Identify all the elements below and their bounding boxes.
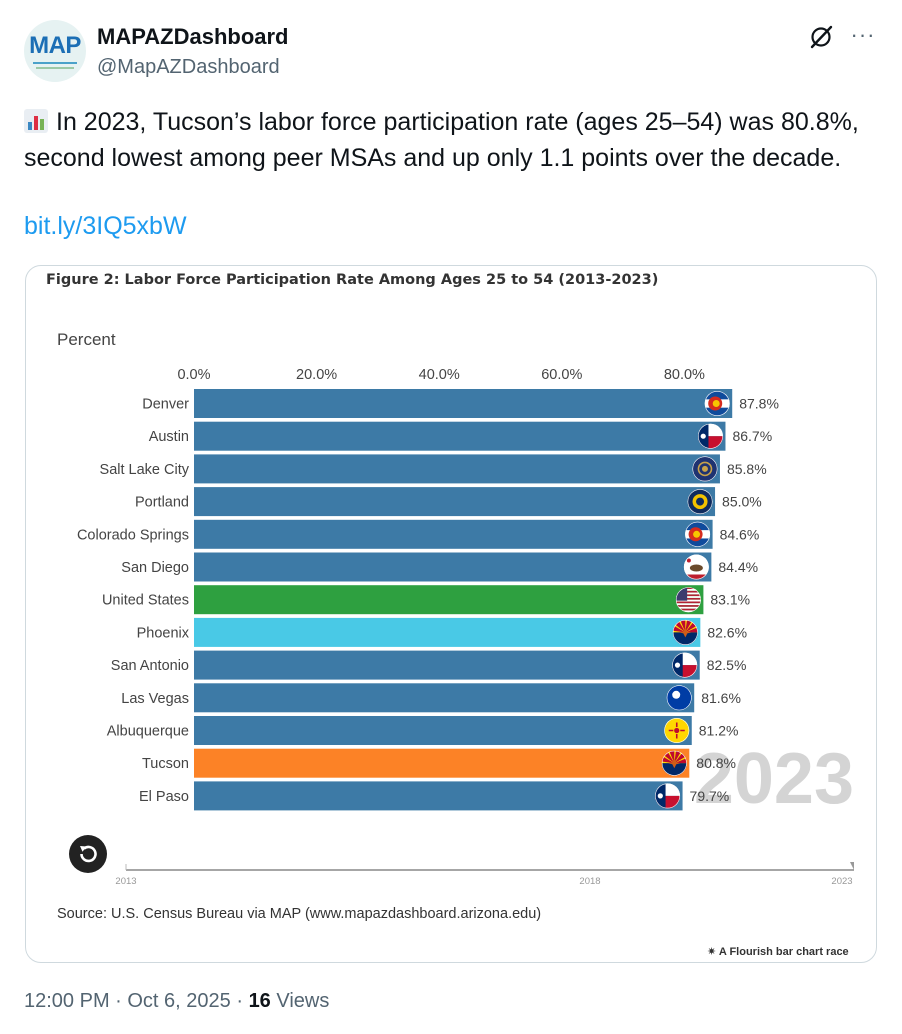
data-label: 84.6%: [720, 526, 760, 542]
y-axis-label: Percent: [57, 330, 116, 349]
data-label: 84.4%: [718, 559, 758, 575]
data-label: 79.7%: [690, 788, 730, 804]
bar: [194, 617, 701, 647]
category-label: Tucson: [142, 756, 189, 772]
x-tick-label: 60.0%: [541, 367, 582, 383]
flag-arizona: [672, 619, 698, 645]
tweet-header: MAP MAPAZDashboard @MapAZDashboard ···: [24, 18, 878, 88]
replay-button[interactable]: [69, 835, 107, 873]
replay-icon: [80, 845, 97, 863]
chart-title: Figure 2: Labor Force Participation Rate…: [46, 272, 659, 288]
timeline-label: 2023: [831, 876, 852, 887]
bar: [194, 781, 683, 811]
user-handle[interactable]: @MapAZDashboard: [97, 56, 280, 78]
bar: [194, 519, 713, 549]
more-dots-icon[interactable]: ···: [850, 22, 876, 47]
bar: [194, 421, 726, 451]
bar: [194, 683, 695, 713]
bar-chart: 2023 0.0% 20.0% 40.0% 60.0% 80.0% Denver 87.8% A…: [77, 367, 854, 887]
bar-chart-emoji: [24, 109, 48, 133]
tweet-link[interactable]: bit.ly/3IQ5xbW: [24, 212, 187, 240]
bar: [194, 748, 690, 778]
flag-usa: [675, 587, 701, 613]
flag-nevada: [666, 685, 692, 711]
grok-slash-icon[interactable]: [808, 24, 834, 50]
data-label: 86.7%: [732, 428, 772, 444]
category-label: Phoenix: [137, 625, 190, 641]
bar: [194, 585, 704, 615]
data-label: 82.6%: [707, 624, 747, 640]
bar: [194, 487, 716, 517]
category-label: Salt Lake City: [100, 462, 190, 478]
data-label: 87.8%: [739, 396, 779, 412]
data-label: 81.2%: [699, 723, 739, 739]
category-label: Las Vegas: [121, 691, 189, 707]
bar: [194, 454, 720, 484]
timeline-label: 2018: [579, 876, 600, 887]
data-label: 85.0%: [722, 494, 762, 510]
flag-california: [683, 554, 709, 580]
flourish-star-icon: ✷: [707, 946, 717, 958]
flag-texas: [655, 783, 681, 809]
category-label: Portland: [135, 495, 189, 511]
views-label: Views: [270, 990, 330, 1012]
bar: [194, 552, 712, 582]
display-name[interactable]: MAPAZDashboard: [97, 24, 289, 49]
data-label: 81.6%: [701, 690, 741, 706]
chart-source: Source: U.S. Census Bureau via MAP (www.…: [57, 906, 542, 922]
avatar[interactable]: MAP: [24, 20, 86, 82]
category-label: El Paso: [139, 789, 189, 805]
data-label: 80.8%: [696, 755, 736, 771]
timeline-handle: [850, 862, 854, 870]
x-tick-label: 40.0%: [419, 367, 460, 383]
avatar-logo-stripe: [33, 62, 77, 64]
flag-arizona: [661, 750, 687, 776]
flourish-credit[interactable]: ✷ A Flourish bar chart race: [707, 946, 849, 958]
flag-texas: [697, 423, 723, 449]
category-label: San Antonio: [111, 658, 189, 674]
category-label: Albuquerque: [107, 724, 189, 740]
chart-card[interactable]: Figure 2: Labor Force Participation Rate…: [25, 265, 877, 963]
flag-utah: [692, 456, 718, 482]
year-watermark: 2023: [694, 739, 854, 819]
data-label: 85.8%: [727, 461, 767, 477]
category-label: San Diego: [121, 560, 189, 576]
flag-texas: [672, 652, 698, 678]
timeline-label: 2013: [115, 876, 136, 887]
bar: [194, 716, 692, 745]
bar: [194, 650, 700, 680]
flag-new-mexico: [664, 718, 690, 743]
data-label: 82.5%: [707, 657, 747, 673]
avatar-logo-stripe: [36, 67, 74, 69]
tweet-body: In 2023, Tucson’s labor force participat…: [24, 108, 859, 172]
flag-oregon: [687, 489, 713, 515]
data-label: 83.1%: [710, 592, 750, 608]
avatar-logo-text: MAP: [29, 32, 81, 59]
views-count: 16: [248, 990, 271, 1012]
flag-colorado: [685, 521, 711, 547]
category-label: Colorado Springs: [77, 527, 189, 543]
x-tick-label: 0.0%: [177, 367, 210, 383]
x-tick-label: 80.0%: [664, 367, 705, 383]
bar: [194, 389, 733, 418]
category-label: Austin: [149, 429, 189, 445]
category-label: United States: [102, 593, 189, 609]
tweet-text: In 2023, Tucson’s labor force participat…: [24, 104, 874, 176]
category-label: Denver: [142, 397, 189, 413]
flag-colorado: [704, 391, 730, 416]
tweet-timestamp[interactable]: 12:00 PM · Oct 6, 2025 ·: [24, 990, 249, 1012]
tweet-meta: 12:00 PM · Oct 6, 2025 · 16 Views: [24, 990, 329, 1013]
x-tick-label: 20.0%: [296, 367, 337, 383]
